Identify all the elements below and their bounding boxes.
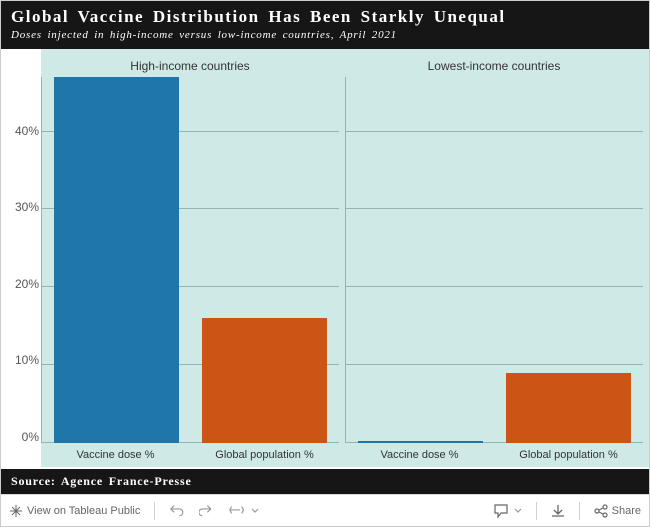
chart-title: Global Vaccine Distribution Has Been Sta…	[11, 7, 639, 27]
chart-panel: High-income countries Vaccine dose % Globa…	[41, 53, 339, 467]
tableau-logo-icon	[9, 504, 23, 518]
download-button[interactable]	[551, 504, 565, 518]
y-tick-label: 30%	[15, 200, 39, 214]
chevron-down-icon	[251, 508, 259, 514]
header-bar: Global Vaccine Distribution Has Been Sta…	[1, 1, 649, 49]
panel-title: Lowest-income countries	[345, 53, 643, 77]
undo-icon	[169, 504, 185, 518]
comment-button[interactable]	[494, 504, 522, 518]
reset-icon	[229, 504, 247, 518]
chart-panel: Lowest-income countries Vaccine dose % Glo…	[345, 53, 643, 467]
toolbar-separator	[579, 502, 580, 520]
chart-subtitle: Doses injected in high-income versus low…	[11, 29, 639, 41]
source-text: Source: Agence France-Presse	[1, 467, 649, 494]
undo-button[interactable]	[169, 504, 185, 518]
tableau-toolbar: View on Tableau Public	[1, 494, 649, 526]
share-button[interactable]: Share	[594, 504, 641, 518]
y-axis: 0% 10% 20% 30% 40%	[1, 49, 41, 467]
plot-area: High-income countries Vaccine dose % Globa…	[41, 49, 649, 467]
toolbar-separator	[536, 502, 537, 520]
download-icon	[551, 504, 565, 518]
x-label: Global population %	[501, 449, 635, 461]
bar	[202, 318, 327, 443]
bar	[54, 77, 179, 443]
comment-icon	[494, 504, 510, 518]
x-label: Vaccine dose %	[352, 449, 486, 461]
redo-button[interactable]	[199, 504, 215, 518]
bars-area	[41, 77, 339, 443]
x-label: Vaccine dose %	[48, 449, 182, 461]
chart-container: Global Vaccine Distribution Has Been Sta…	[0, 0, 650, 527]
y-tick-label: 20%	[15, 277, 39, 291]
bars-area	[345, 77, 643, 443]
y-tick-label: 10%	[15, 353, 39, 367]
view-on-tableau-label: View on Tableau Public	[27, 505, 140, 517]
y-tick-label: 0%	[22, 430, 39, 444]
reset-button[interactable]	[229, 504, 259, 518]
redo-icon	[199, 504, 215, 518]
share-icon	[594, 504, 608, 518]
x-label: Global population %	[197, 449, 331, 461]
share-label: Share	[612, 505, 641, 517]
toolbar-separator	[154, 502, 155, 520]
bar	[506, 373, 631, 443]
chevron-down-icon	[514, 508, 522, 514]
panel-title: High-income countries	[41, 53, 339, 77]
view-on-tableau-button[interactable]: View on Tableau Public	[9, 504, 140, 518]
y-tick-label: 40%	[15, 124, 39, 138]
bar	[358, 441, 483, 443]
chart-area: 0% 10% 20% 30% 40% High-income countries Vacc…	[1, 49, 649, 467]
